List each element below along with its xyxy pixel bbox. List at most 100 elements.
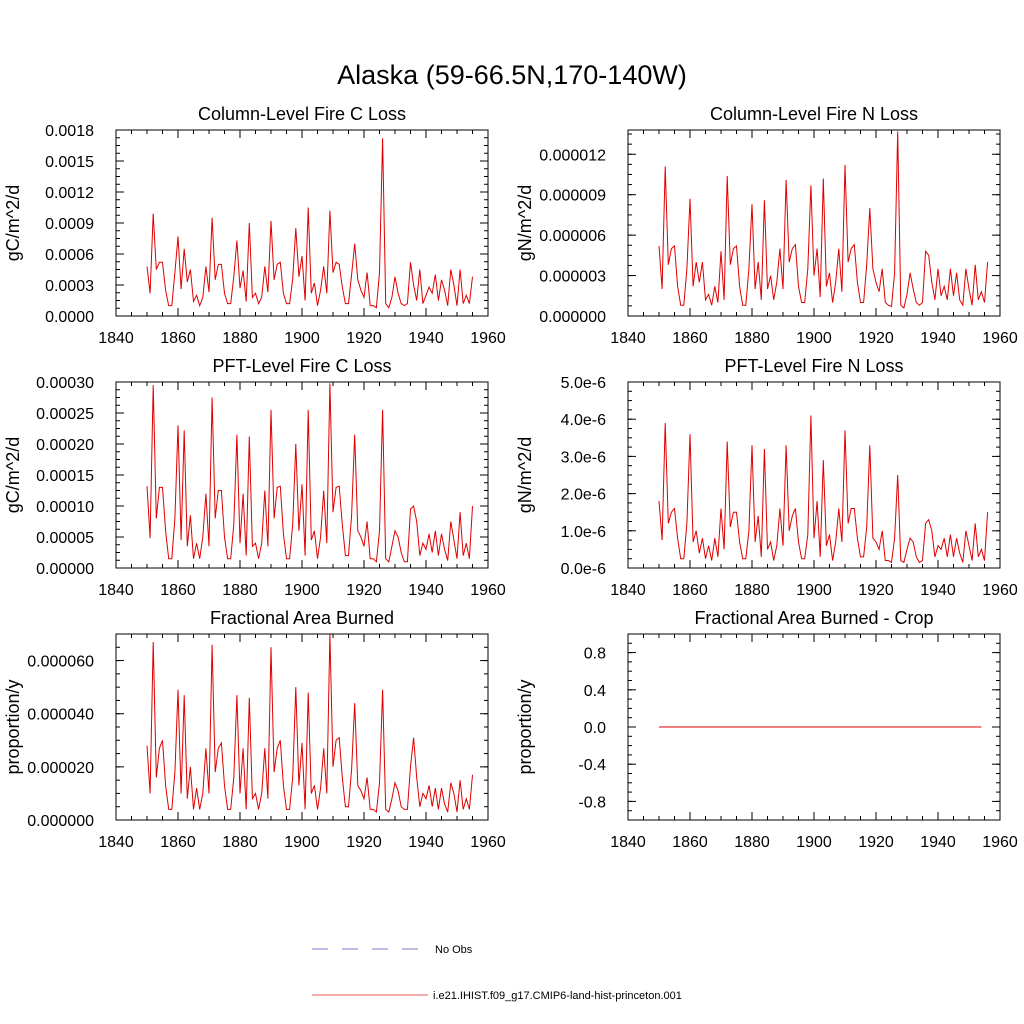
panel-3: 1840 1860 1880 1900 1920 1940 1960 0.00000 0.000…: [3, 356, 506, 599]
y-tick-label: 0.000009: [539, 188, 606, 205]
y-tick-label: 0.00020: [36, 437, 94, 454]
panel-title: Column-Level Fire C Loss: [198, 104, 406, 124]
y-tick-label: 0.0e-6: [561, 561, 606, 578]
x-tick-label: 1880: [222, 834, 258, 851]
panel-title: Column-Level Fire N Loss: [710, 104, 918, 124]
y-tick-label: 0.0006: [45, 247, 94, 264]
x-tick-label: 1880: [222, 582, 258, 599]
plot-frame: [115, 129, 489, 317]
x-tick-label: 1920: [346, 582, 382, 599]
x-tick-label: 1940: [920, 834, 956, 851]
y-tick-label: 5.0e-6: [561, 375, 606, 392]
y-tick-label: 0.00030: [36, 375, 94, 392]
y-tick-label: 0.000000: [27, 813, 94, 830]
y-tick-label: 0.0012: [45, 185, 94, 202]
y-tick-label: 0.8: [584, 646, 606, 663]
legend-label-run: i.e21.IHIST.f09_g17.CMIP6-land-hist-prin…: [433, 990, 682, 1002]
x-tick-label: 1920: [858, 582, 894, 599]
y-tick-label: 0.000020: [27, 760, 94, 777]
legend-label-no-obs: No Obs: [435, 944, 473, 956]
x-tick-label: 1900: [796, 834, 832, 851]
figure-title: Alaska (59-66.5N,170-140W): [337, 60, 687, 90]
panel-4: 1840 1860 1880 1900 1920 1940 1960 0.0e-6 1.0e-6…: [515, 356, 1018, 599]
y-tick-label: 0.000000: [539, 309, 606, 326]
y-tick-label: 0.000060: [27, 654, 94, 671]
x-tick-label: 1880: [222, 330, 258, 347]
plot-frame: [115, 633, 489, 821]
x-tick-label: 1920: [858, 834, 894, 851]
panel-1: 1840 1860 1880 1900 1920 1940 1960 0.0000 0.0003…: [3, 104, 506, 347]
x-tick-label: 1840: [610, 330, 646, 347]
x-tick-label: 1900: [284, 834, 320, 851]
y-tick-label: 1.0e-6: [561, 524, 606, 541]
x-tick-label: 1840: [610, 582, 646, 599]
x-tick-label: 1960: [982, 330, 1018, 347]
x-tick-label: 1880: [734, 330, 770, 347]
y-tick-label: 2.0e-6: [561, 487, 606, 504]
x-tick-label: 1920: [346, 834, 382, 851]
y-tick-label: 0.0009: [45, 216, 94, 233]
y-tick-label: 3.0e-6: [561, 449, 606, 466]
y-tick-label: 0.000006: [539, 228, 606, 245]
x-tick-label: 1900: [284, 582, 320, 599]
series-line: [658, 415, 989, 564]
y-tick-label: 0.0000: [45, 309, 94, 326]
y-axis-label: gC/m^2/d: [3, 185, 23, 261]
y-tick-label: 0.4: [584, 683, 606, 700]
x-tick-label: 1960: [470, 330, 506, 347]
legend: No Obs i.e21.IHIST.f09_g17.CMIP6-land-hi…: [312, 944, 682, 1002]
x-tick-label: 1920: [346, 330, 382, 347]
x-tick-label: 1860: [160, 330, 196, 347]
y-tick-label: 0.0: [584, 720, 606, 737]
x-tick-label: 1960: [470, 582, 506, 599]
panel-title: Fractional Area Burned - Crop: [694, 608, 933, 628]
x-tick-label: 1860: [672, 582, 708, 599]
panel-6: 1840 1860 1880 1900 1920 1940 1960 -0.8 -0.4 0.0 0…: [515, 608, 1018, 851]
x-tick-label: 1840: [610, 834, 646, 851]
x-tick-label: 1880: [734, 834, 770, 851]
x-tick-label: 1960: [470, 834, 506, 851]
x-tick-label: 1860: [672, 834, 708, 851]
x-tick-label: 1960: [982, 834, 1018, 851]
x-tick-label: 1840: [98, 330, 134, 347]
y-axis-label: gN/m^2/d: [515, 185, 535, 261]
x-tick-label: 1900: [796, 330, 832, 347]
legend-entry-no-obs: No Obs: [312, 944, 473, 956]
y-tick-label: 0.000040: [27, 707, 94, 724]
y-tick-label: 0.00025: [36, 406, 94, 423]
x-tick-label: 1940: [920, 582, 956, 599]
x-tick-label: 1840: [98, 834, 134, 851]
x-tick-label: 1940: [408, 834, 444, 851]
y-tick-label: 0.00000: [36, 561, 94, 578]
legend-entry-run: i.e21.IHIST.f09_g17.CMIP6-land-hist-prin…: [312, 990, 682, 1002]
panel-5: 1840 1860 1880 1900 1920 1940 1960 0.000000 0.00…: [3, 608, 506, 851]
y-tick-label: 0.00005: [36, 530, 94, 547]
y-tick-label: -0.8: [578, 794, 606, 811]
panel-title: PFT-Level Fire N Loss: [724, 356, 903, 376]
y-tick-label: 0.00010: [36, 499, 94, 516]
y-tick-label: 0.000012: [539, 147, 606, 164]
x-tick-label: 1840: [98, 582, 134, 599]
x-tick-label: 1940: [408, 330, 444, 347]
y-tick-label: -0.4: [578, 757, 606, 774]
y-tick-label: 0.00015: [36, 468, 94, 485]
x-tick-label: 1940: [408, 582, 444, 599]
panel-2: 1840 1860 1880 1900 1920 1940 1960 0.000000 0.00…: [515, 104, 1018, 347]
y-tick-label: 0.000003: [539, 269, 606, 286]
y-tick-label: 0.0003: [45, 278, 94, 295]
x-tick-label: 1860: [160, 834, 196, 851]
series-line: [146, 138, 473, 309]
panel-title: Fractional Area Burned: [210, 608, 394, 628]
y-axis-label: gN/m^2/d: [515, 437, 535, 513]
y-tick-label: 4.0e-6: [561, 412, 606, 429]
x-tick-label: 1960: [982, 582, 1018, 599]
x-tick-label: 1900: [796, 582, 832, 599]
x-tick-label: 1860: [672, 330, 708, 347]
x-tick-label: 1880: [734, 582, 770, 599]
series-line: [658, 131, 989, 309]
x-tick-label: 1860: [160, 582, 196, 599]
series-line: [146, 383, 473, 563]
y-tick-label: 0.0015: [45, 154, 94, 171]
y-tick-label: 0.0018: [45, 123, 94, 140]
